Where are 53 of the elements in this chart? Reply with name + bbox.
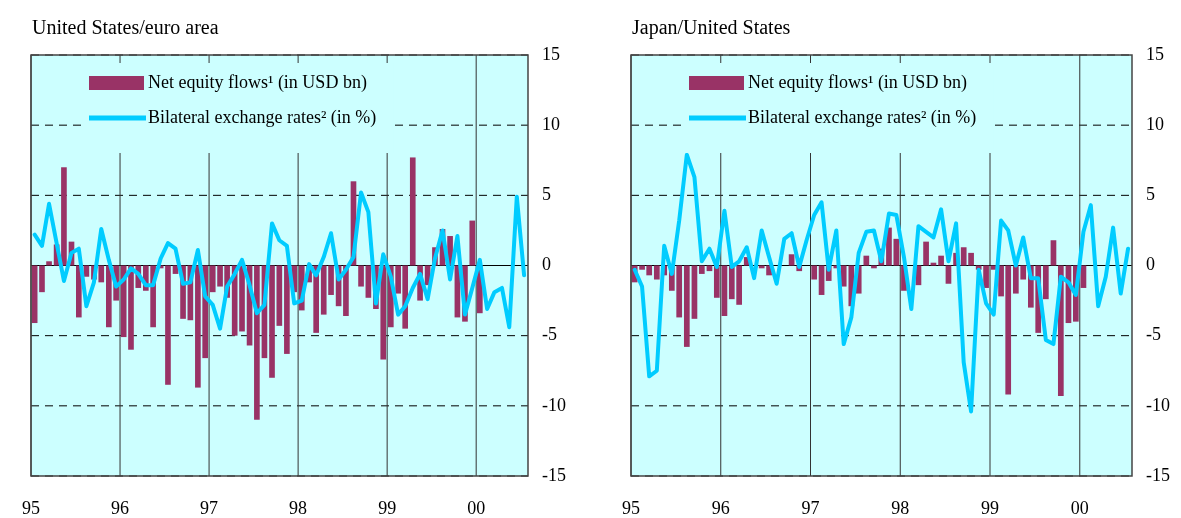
bar — [1042, 265, 1049, 300]
x-tick-label: 99 — [981, 497, 1000, 518]
bar — [788, 254, 795, 266]
x-tick-label: 95 — [22, 497, 40, 518]
y-tick-label: -10 — [542, 394, 566, 415]
legend-label: Bilateral exchange rates² (in %) — [748, 106, 977, 128]
y-tick-label: 0 — [542, 254, 551, 275]
chart-title: United States/euro area — [32, 16, 219, 38]
chart-title: Japan/United States — [632, 16, 791, 39]
y-tick-label: 5 — [542, 184, 551, 205]
bar — [698, 265, 705, 274]
bar — [863, 255, 870, 266]
bar — [683, 265, 690, 347]
y-tick-label: -5 — [1146, 324, 1161, 345]
bar — [358, 265, 364, 287]
legend-label: Net equity flows¹ (in USD bn) — [148, 71, 367, 93]
y-tick-label: -10 — [1146, 394, 1170, 415]
bar — [165, 265, 171, 385]
bar — [923, 241, 929, 266]
bar — [930, 262, 937, 266]
x-tick-label: 96 — [111, 497, 130, 518]
x-tick-label: 00 — [1070, 497, 1089, 518]
x-tick-label: 98 — [891, 497, 910, 518]
bar — [1050, 240, 1057, 266]
bar — [284, 265, 290, 354]
legend-label: Bilateral exchange rates² (in %) — [148, 106, 377, 128]
x-tick-label: 97 — [200, 497, 219, 518]
bar — [61, 167, 67, 266]
y-tick-label: -5 — [542, 324, 557, 345]
y-tick-label: 10 — [1146, 113, 1164, 134]
bar — [409, 157, 416, 266]
x-tick-label: 97 — [801, 497, 820, 518]
y-tick-label: -15 — [1146, 464, 1170, 485]
y-tick-label: 5 — [1146, 184, 1155, 205]
bar — [811, 265, 818, 280]
y-tick-label: 15 — [1146, 43, 1164, 64]
bar — [469, 220, 476, 266]
bar — [46, 261, 52, 266]
bar — [39, 265, 45, 293]
y-tick-label: 15 — [542, 43, 560, 64]
bar — [713, 265, 720, 298]
bar — [653, 265, 660, 280]
y-tick-label: 10 — [542, 113, 560, 134]
y-tick-label: 0 — [1146, 254, 1155, 275]
x-tick-label: 96 — [711, 497, 730, 518]
bar — [938, 255, 944, 266]
x-tick-label: 98 — [289, 497, 308, 518]
legend-label: Net equity flows¹ (in USD bn) — [748, 71, 967, 93]
x-tick-label: 00 — [467, 497, 486, 518]
bar — [254, 265, 260, 420]
y-tick-label: -15 — [542, 464, 566, 485]
x-tick-label: 99 — [378, 497, 397, 518]
x-tick-label: 95 — [622, 497, 640, 518]
